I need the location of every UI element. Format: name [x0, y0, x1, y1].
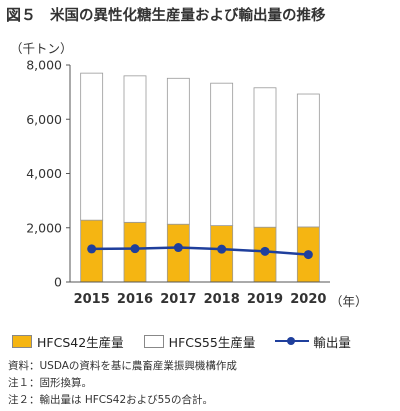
legend: HFCS42生産量 HFCS55生産量 輸出量 — [12, 331, 400, 351]
bar-hfcs42-2017 — [166, 223, 190, 283]
legend-item-hfcs55: HFCS55生産量 — [143, 332, 256, 351]
bar-hfcs42-2018 — [210, 225, 234, 283]
x-axis-unit: （年） — [330, 294, 368, 309]
bar-hfcs55-2017 — [166, 77, 190, 225]
point-export-2020 — [303, 250, 313, 260]
point-export-2018 — [217, 244, 227, 254]
bar-hfcs55-2018 — [210, 82, 234, 226]
chart-title-row: 図５ 米国の異性化糖生産量および輸出量の推移 — [6, 2, 396, 26]
legend-swatch-hfcs55 — [143, 334, 164, 348]
bar-hfcs55-2020 — [296, 93, 320, 228]
figure-label: 図５ — [6, 5, 37, 24]
x-tick-label: 2020 — [290, 292, 326, 307]
y-tick-label: 2,000 — [26, 220, 62, 235]
note-source: 資料：USDAの資料を基に農畜産業振興機構作成 — [8, 360, 237, 372]
y-tick-label: 8,000 — [26, 58, 62, 73]
x-tick-label: 2019 — [247, 292, 283, 307]
note-1: 注１：固形換算。 — [8, 377, 92, 389]
bar-hfcs55-2015 — [80, 72, 104, 221]
chart-title: 米国の異性化糖生産量および輸出量の推移 — [50, 7, 326, 24]
legend-swatch-hfcs42 — [12, 334, 32, 348]
legend-label-export: 輸出量 — [313, 334, 351, 350]
y-tick-label: 0 — [54, 275, 62, 290]
y-tick-label: 4,000 — [26, 166, 62, 181]
point-export-2016 — [130, 244, 140, 254]
x-tick-label: 2015 — [74, 292, 110, 307]
point-export-2017 — [173, 243, 183, 253]
point-export-2015 — [87, 244, 97, 254]
y-axis-unit: （千トン） — [10, 41, 73, 56]
legend-label-hfcs55: HFCS55生産量 — [168, 334, 256, 350]
bar-hfcs55-2019 — [253, 87, 277, 228]
notes: 資料：USDAの資料を基に農畜産業振興機構作成 注１：固形換算。 注２：輸出量は… — [8, 358, 237, 409]
legend-item-hfcs42: HFCS42生産量 — [12, 332, 124, 351]
bar-hfcs55-2016 — [123, 75, 147, 223]
legend-swatch-export — [275, 335, 310, 347]
x-axis: 2015 2016 2017 2018 2019 2020 — [70, 281, 330, 307]
y-axis: 0 2,000 4,000 6,000 8,000 — [26, 58, 71, 290]
point-export-2019 — [260, 246, 270, 256]
legend-item-export: 輸出量 — [275, 332, 351, 351]
y-tick-label: 6,000 — [26, 112, 62, 127]
x-tick-label: 2018 — [204, 292, 240, 307]
line-series — [87, 243, 313, 260]
x-tick-label: 2017 — [160, 292, 196, 307]
legend-label-hfcs42: HFCS42生産量 — [37, 334, 124, 350]
line-export — [91, 246, 309, 256]
x-tick-label: 2016 — [117, 292, 153, 307]
bar-series — [80, 72, 320, 283]
note-2: 注２：輸出量は HFCS42および55の合計。 — [8, 394, 213, 406]
